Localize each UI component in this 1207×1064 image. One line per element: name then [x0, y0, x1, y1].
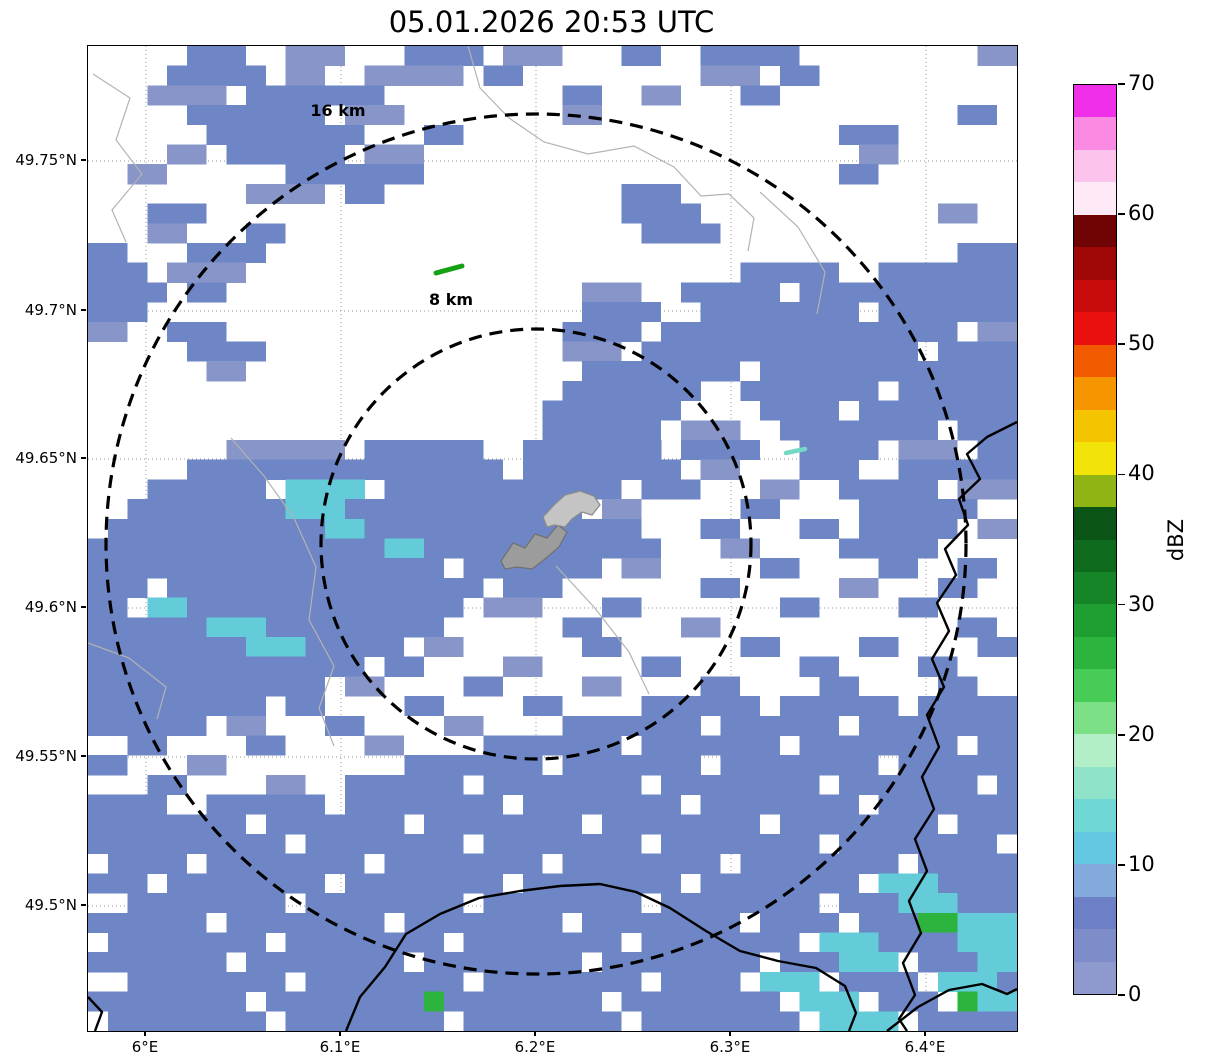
y-tick-label: 49.75°N — [15, 151, 77, 169]
y-tick-label: 49.55°N — [15, 747, 77, 765]
colorbar-tick-label: 30 — [1128, 591, 1155, 616]
x-tick-label: 6.2°E — [514, 1038, 556, 1056]
colorbar-stop — [1074, 798, 1116, 832]
x-tick — [144, 1031, 146, 1036]
x-tick — [729, 1031, 731, 1036]
colorbar-stop — [1074, 928, 1116, 962]
x-tick — [924, 1031, 926, 1036]
colorbar-stop — [1074, 603, 1116, 637]
colorbar-stop — [1074, 344, 1116, 378]
colorbar-tick-label: 50 — [1128, 331, 1155, 356]
colorbar-stop — [1074, 441, 1116, 475]
colorbar-stop — [1074, 116, 1116, 150]
y-tick — [81, 755, 86, 757]
colorbar-stop — [1074, 408, 1116, 443]
colorbar-stop — [1074, 895, 1116, 930]
colorbar-tick — [1118, 83, 1125, 85]
track-mark-0 — [433, 263, 465, 276]
colorbar-stop — [1074, 376, 1116, 410]
x-tick — [534, 1031, 536, 1036]
x-tick-label: 6°E — [131, 1038, 159, 1056]
y-tick — [81, 309, 86, 311]
colorbar-tick — [1118, 994, 1125, 996]
colorbar-stop — [1074, 571, 1116, 605]
colorbar-stop — [1074, 506, 1116, 540]
colorbar-tick-label: 60 — [1128, 201, 1155, 226]
track-mark-1 — [783, 446, 808, 456]
y-tick — [81, 457, 86, 459]
colorbar-stop — [1074, 246, 1116, 280]
colorbar-stop — [1074, 668, 1116, 702]
colorbar-tick — [1118, 473, 1125, 476]
y-tick — [81, 904, 86, 906]
radar-map: 8 km 16 km — [87, 45, 1018, 1032]
river-lines — [88, 46, 826, 747]
colorbar-tick — [1118, 603, 1125, 606]
y-tick-label: 49.5°N — [24, 896, 77, 914]
colorbar-stop — [1074, 766, 1116, 800]
y-tick-label: 49.65°N — [15, 449, 77, 467]
colorbar-stop — [1074, 636, 1116, 670]
colorbar-stop — [1074, 181, 1116, 215]
radar-cells — [88, 46, 1017, 1031]
colorbar-tick-label: 40 — [1128, 461, 1155, 486]
colorbar-stop — [1074, 830, 1116, 865]
colorbar-axis-label: dBZ — [1152, 84, 1200, 995]
colorbar-tick-label: 20 — [1128, 721, 1155, 746]
x-tick-label: 6.4°E — [904, 1038, 946, 1056]
y-tick-label: 49.7°N — [24, 301, 77, 319]
plot-title: 05.01.2026 20:53 UTC — [388, 5, 715, 39]
colorbar-stop — [1074, 311, 1116, 345]
colorbar-stop — [1074, 149, 1116, 183]
colorbar-stop — [1074, 863, 1116, 897]
x-tick-label: 6.3°E — [709, 1038, 751, 1056]
x-tick-label: 6.1°E — [319, 1038, 361, 1056]
colorbar-tick — [1118, 864, 1125, 866]
colorbar-label-text: dBZ — [1164, 518, 1188, 561]
y-tick — [81, 606, 86, 608]
y-tick — [81, 159, 86, 161]
range-ring-16km — [104, 112, 968, 976]
colorbar-stop — [1074, 538, 1116, 572]
colorbar-gradient — [1074, 85, 1116, 994]
city-outline — [500, 490, 601, 570]
radar-map-canvas: 8 km 16 km — [88, 46, 1017, 1031]
colorbar-tick — [1118, 733, 1125, 736]
colorbar-tick-label: 10 — [1128, 851, 1155, 876]
colorbar — [1073, 84, 1117, 995]
colorbar-stop — [1074, 960, 1116, 994]
colorbar-tick-label: 0 — [1128, 982, 1142, 1006]
colorbar-stop — [1074, 85, 1116, 118]
range-ring-label-16km: 16 km — [310, 101, 365, 120]
colorbar-stop — [1074, 473, 1116, 508]
colorbar-tick — [1118, 343, 1125, 346]
colorbar-tick-label: 70 — [1128, 71, 1155, 95]
range-ring-label-8km: 8 km — [429, 290, 473, 309]
range-ring-8km — [319, 327, 753, 761]
colorbar-stop — [1074, 701, 1116, 735]
y-tick-label: 49.6°N — [24, 598, 77, 616]
x-tick — [339, 1031, 341, 1036]
colorbar-stop — [1074, 279, 1116, 313]
colorbar-stop — [1074, 733, 1116, 767]
colorbar-tick — [1118, 213, 1125, 215]
colorbar-stop — [1074, 214, 1116, 248]
